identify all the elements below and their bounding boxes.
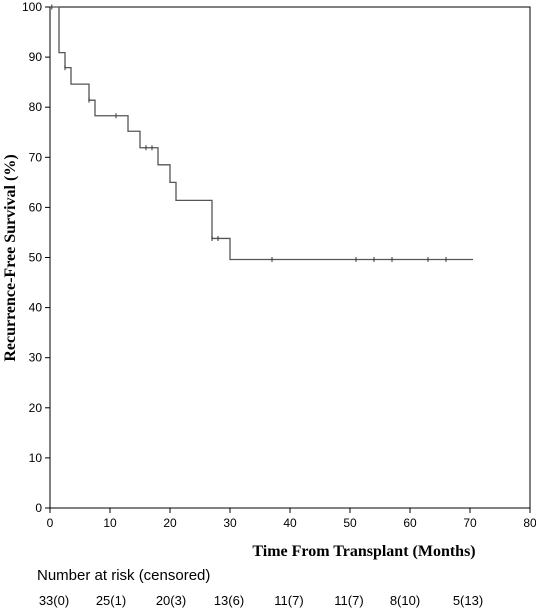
risk-value: 11(7) bbox=[334, 593, 363, 608]
survival-step-line bbox=[50, 6, 473, 261]
x-tick-label: 30 bbox=[223, 516, 237, 530]
y-tick-label: 80 bbox=[29, 100, 43, 114]
x-tick-label: 40 bbox=[283, 516, 297, 530]
risk-value: 8(10) bbox=[390, 593, 420, 608]
y-tick-label: 10 bbox=[29, 451, 43, 465]
y-tick-label: 0 bbox=[35, 501, 42, 515]
risk-value: 11(7) bbox=[274, 593, 303, 608]
axes bbox=[49, 6, 531, 509]
x-tick-label: 50 bbox=[343, 516, 357, 530]
risk-value: 20(3) bbox=[156, 593, 186, 608]
plot-frame bbox=[49, 6, 531, 509]
y-tick-label: 40 bbox=[29, 301, 43, 315]
x-tick-label: 60 bbox=[403, 516, 417, 530]
x-tick-label: 20 bbox=[163, 516, 177, 530]
tick-marks: 0 10 20 30 40 50 60 70 80 90 100 0 10 20 30 40 50 60 70 80 bbox=[22, 0, 536, 530]
risk-value: 25(1) bbox=[96, 593, 126, 608]
y-axis-title: Recurrence-Free Survival (%) bbox=[2, 154, 19, 361]
x-tick-label: 70 bbox=[463, 516, 477, 530]
y-tick-label: 100 bbox=[22, 0, 42, 14]
y-tick-label: 20 bbox=[29, 401, 43, 415]
x-tick-label: 0 bbox=[47, 516, 54, 530]
x-tick-label: 10 bbox=[103, 516, 117, 530]
x-tick-label: 80 bbox=[523, 516, 536, 530]
y-tick-label: 90 bbox=[29, 50, 43, 64]
y-tick-label: 70 bbox=[29, 150, 43, 164]
risk-table-title: Number at risk (censored) bbox=[37, 567, 210, 584]
censor-marks bbox=[51, 4, 447, 263]
risk-value: 13(6) bbox=[214, 593, 244, 608]
risk-table: 33(0) 25(1) 20(3) 13(6) 11(7) 11(7) 8(10) 5(13) bbox=[39, 593, 483, 608]
y-tick-label: 60 bbox=[29, 200, 43, 214]
y-tick-label: 30 bbox=[29, 351, 43, 365]
risk-value: 5(13) bbox=[453, 593, 483, 608]
x-axis-title: Time From Transplant (Months) bbox=[252, 543, 475, 560]
y-tick-label: 50 bbox=[29, 251, 43, 265]
survival-curve bbox=[50, 6, 473, 261]
risk-value: 33(0) bbox=[39, 593, 69, 608]
